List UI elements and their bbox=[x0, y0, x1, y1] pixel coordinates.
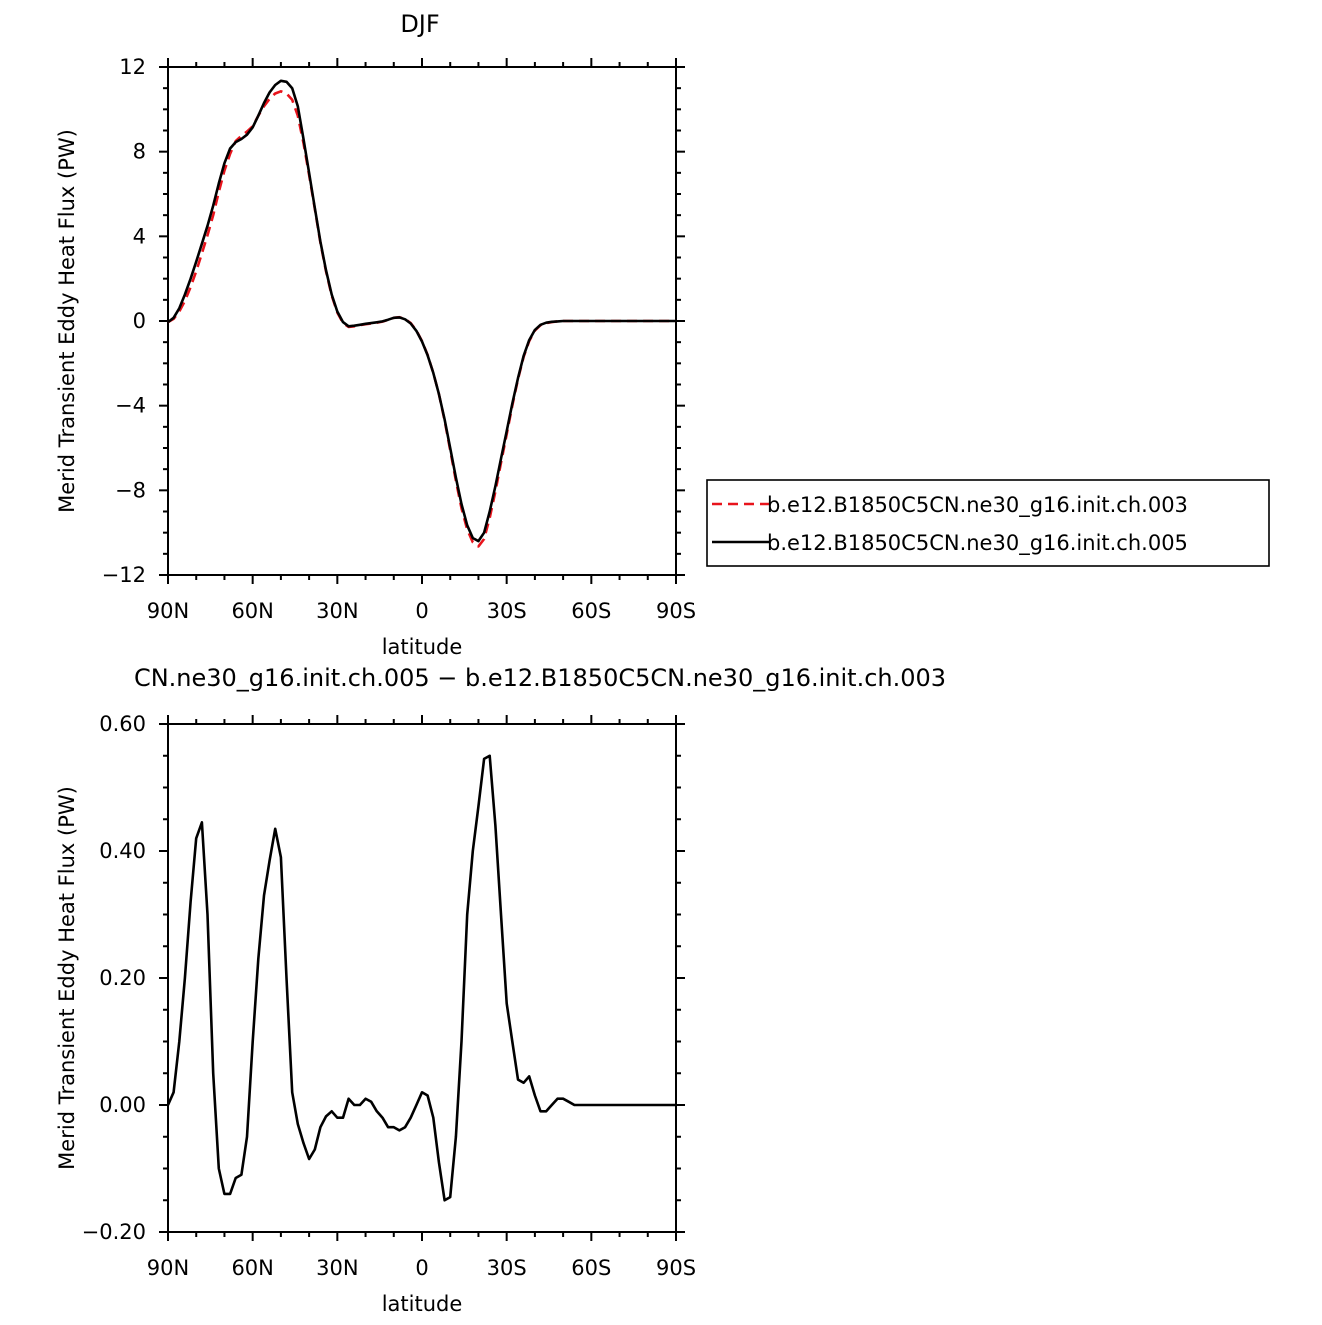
chart1-y-axis-label: Merid Transient Eddy Heat Flux (PW) bbox=[55, 129, 79, 513]
chart2-x-tick-label: 90N bbox=[147, 1256, 189, 1280]
chart1-x-axis-label: latitude bbox=[382, 635, 463, 659]
chart2-x-tick-label: 30S bbox=[487, 1256, 527, 1280]
chart1-y-tick-label: 4 bbox=[133, 224, 146, 248]
chart2-y-tick-label: 0.00 bbox=[99, 1093, 146, 1117]
chart1-x-tick-label: 90N bbox=[147, 599, 189, 623]
chart1-y-tick-label: 12 bbox=[119, 55, 146, 79]
chart1-title: DJF bbox=[400, 10, 439, 38]
chart1-x-tick-label: 0 bbox=[415, 599, 428, 623]
chart1-y-tick-label: 8 bbox=[133, 140, 146, 164]
chart2-y-tick-label: 0.20 bbox=[99, 966, 146, 990]
chart2-x-tick-label: 60S bbox=[571, 1256, 611, 1280]
chart2-x-axis-label: latitude bbox=[382, 1292, 463, 1316]
chart1-series-1-line bbox=[167, 90, 676, 548]
chart2-y-axis-label: Merid Transient Eddy Heat Flux (PW) bbox=[55, 786, 79, 1170]
chart1-x-tick-label: 30N bbox=[316, 599, 358, 623]
chart2-y-tick-label: 0.60 bbox=[99, 712, 146, 736]
chart2-series-1-line bbox=[166, 754, 676, 1202]
chart1-series-2-line bbox=[167, 79, 676, 543]
chart1-x-tick-label: 60N bbox=[231, 599, 273, 623]
chart2-x-tick-label: 30N bbox=[316, 1256, 358, 1280]
chart2-x-tick-label: 90S bbox=[656, 1256, 696, 1280]
chart1-y-tick-label: −12 bbox=[102, 563, 146, 587]
chart2-y-tick-label: 0.40 bbox=[99, 839, 146, 863]
chart1-x-tick-label: 60S bbox=[571, 599, 611, 623]
chart2-y-tick-label: −0.20 bbox=[82, 1220, 146, 1244]
chart1-legend-box bbox=[706, 479, 1270, 567]
chart2-title: CN.ne30_g16.init.ch.005 − b.e12.B1850C5C… bbox=[134, 664, 946, 692]
chart1-x-tick-label: 30S bbox=[487, 599, 527, 623]
chart1-legend-entry: b.e12.B1850C5CN.ne30_g16.init.ch.003 bbox=[767, 493, 1188, 518]
chart1-legend-entry: b.e12.B1850C5CN.ne30_g16.init.ch.005 bbox=[767, 531, 1188, 556]
chart1-y-tick-label: −4 bbox=[115, 394, 146, 418]
chart2-x-tick-label: 60N bbox=[231, 1256, 273, 1280]
chart1-y-tick-label: −8 bbox=[115, 478, 146, 502]
chart1-x-tick-label: 90S bbox=[656, 599, 696, 623]
chart2-x-tick-label: 0 bbox=[415, 1256, 428, 1280]
chart1-y-tick-label: 0 bbox=[133, 309, 146, 333]
